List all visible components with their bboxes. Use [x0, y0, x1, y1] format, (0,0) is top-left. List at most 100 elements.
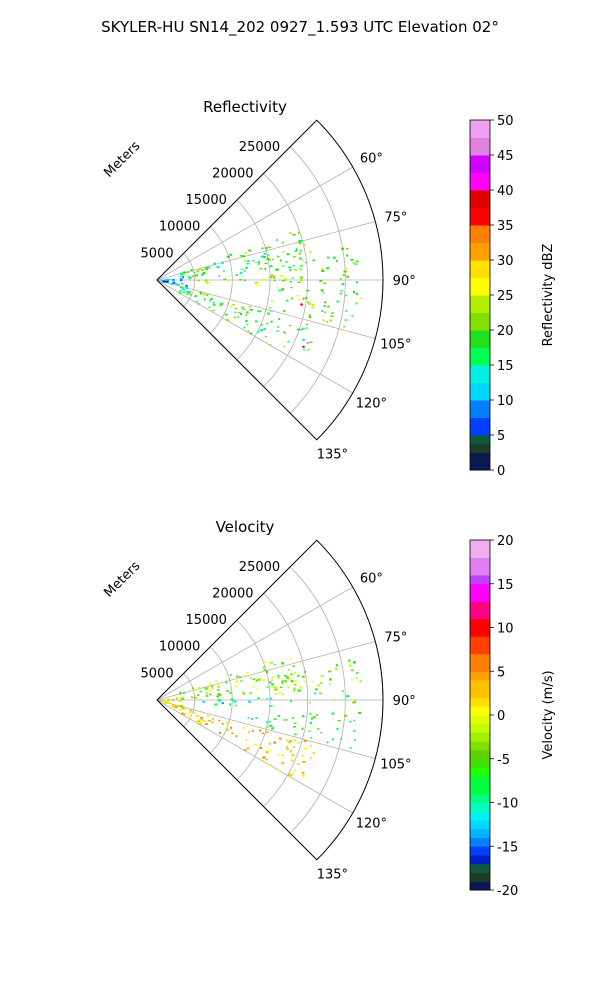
data-cell — [238, 676, 242, 678]
data-cell — [235, 681, 238, 683]
data-cell — [299, 276, 303, 279]
data-cell — [208, 720, 211, 722]
data-cell — [188, 276, 192, 280]
colorbar-swatch — [470, 846, 490, 856]
data-cell — [281, 265, 285, 267]
data-cell — [201, 269, 205, 271]
colorbar-swatch — [470, 557, 490, 567]
azimuth-gridline — [156, 279, 353, 394]
data-cell — [245, 266, 248, 269]
data-cell — [172, 279, 175, 281]
data-cell — [315, 688, 318, 691]
data-cell — [217, 692, 220, 696]
colorbar-swatch — [470, 172, 490, 182]
data-cell — [166, 701, 169, 704]
data-cell — [278, 691, 281, 694]
colorbar-swatch — [470, 697, 490, 707]
colorbar-swatch — [470, 715, 490, 725]
data-cell — [345, 310, 347, 312]
data-cell — [263, 328, 266, 330]
data-cell — [225, 690, 230, 692]
data-cell — [209, 682, 212, 685]
data-cell — [188, 711, 193, 713]
data-cell — [245, 672, 249, 674]
data-cell — [238, 311, 241, 314]
data-cell — [199, 690, 202, 693]
data-cell — [179, 290, 182, 292]
data-cell — [224, 313, 228, 316]
data-cell — [166, 698, 171, 701]
data-cell — [297, 281, 301, 283]
data-cell — [285, 747, 289, 750]
data-cell — [217, 686, 220, 688]
data-cell — [171, 698, 175, 701]
data-cell — [266, 686, 269, 688]
data-cell — [219, 304, 223, 307]
data-cell — [286, 299, 289, 302]
data-cell — [202, 719, 204, 722]
data-cell — [271, 727, 274, 730]
data-cell — [236, 675, 239, 678]
angle-tick-label: 60° — [360, 571, 383, 586]
data-cell — [225, 319, 230, 321]
data-cell — [243, 279, 246, 282]
data-cell — [306, 289, 310, 292]
data-cell — [187, 276, 190, 278]
colorbar-swatch — [470, 260, 490, 270]
data-cell — [283, 331, 286, 334]
data-cell — [281, 241, 285, 244]
data-cell — [339, 278, 342, 281]
data-cell — [269, 681, 272, 684]
data-cell — [200, 719, 204, 721]
colorbar-swatch — [470, 723, 490, 733]
colorbar-swatch — [470, 146, 490, 156]
data-cell — [289, 281, 292, 283]
data-cell — [208, 686, 211, 689]
colorbar-swatch — [470, 277, 490, 287]
data-cell — [216, 695, 220, 698]
data-cell — [271, 274, 273, 277]
data-cell — [344, 319, 348, 321]
data-cell — [214, 680, 217, 682]
data-cell — [270, 764, 273, 767]
data-cell — [230, 726, 232, 729]
data-cell — [294, 680, 297, 682]
data-cell — [286, 745, 289, 748]
data-cell — [299, 257, 303, 259]
data-cell — [332, 256, 336, 259]
data-cell — [258, 747, 262, 749]
data-cell — [246, 747, 250, 750]
data-cell — [212, 717, 215, 720]
data-cell — [294, 250, 297, 252]
data-cell — [282, 309, 286, 313]
data-cell — [195, 720, 198, 723]
data-cell — [288, 325, 292, 327]
data-cell — [194, 275, 197, 277]
colorbar-swatch — [470, 750, 490, 760]
colorbar-tick-label: 0 — [497, 464, 505, 479]
data-cell — [300, 279, 303, 282]
data-cell — [219, 302, 223, 306]
data-cell — [323, 305, 327, 307]
radial-axis-label: Meters — [101, 558, 143, 600]
data-cell — [269, 697, 273, 700]
data-cell — [264, 661, 267, 663]
data-cell — [263, 253, 267, 255]
data-cell — [352, 661, 356, 664]
data-cell — [263, 256, 267, 258]
azimuth-gridline — [156, 166, 353, 281]
data-cell — [329, 678, 332, 681]
data-cell — [230, 306, 232, 308]
data-cell — [331, 712, 335, 715]
data-cell — [337, 719, 341, 722]
data-cell — [259, 267, 263, 270]
data-cell — [343, 270, 347, 273]
data-cell — [266, 697, 269, 700]
data-cell — [255, 717, 258, 719]
data-cell — [181, 274, 184, 276]
data-cell — [253, 743, 257, 745]
colorbar-swatch — [470, 540, 490, 550]
data-cell — [231, 732, 234, 735]
data-cell — [289, 740, 292, 742]
colorbar-swatch — [470, 741, 490, 751]
